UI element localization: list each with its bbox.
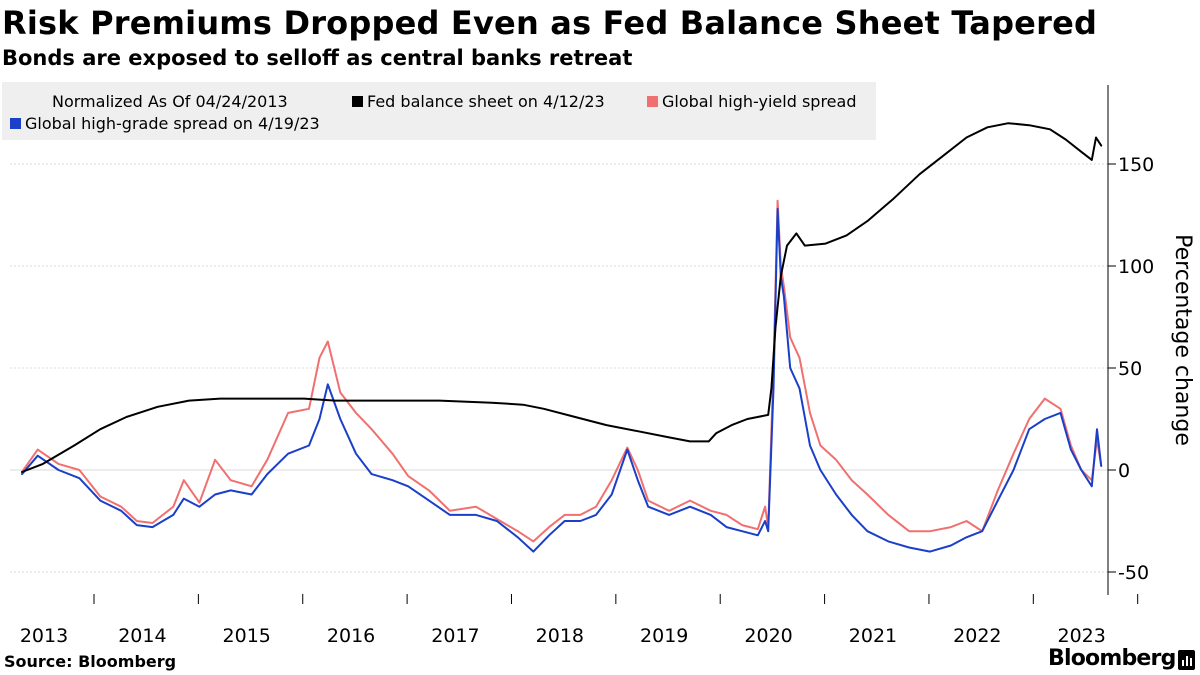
y-axis-label: Percentage change (1170, 234, 1195, 446)
legend-item-high-grade: Global high-grade spread on 4/19/23 (10, 114, 320, 133)
x-tick-label: 2016 (327, 625, 375, 647)
x-tick-label: 2019 (640, 625, 688, 647)
bloomberg-logo: Bloomberg (1048, 646, 1176, 671)
chart-title: Risk Premiums Dropped Even as Fed Balanc… (2, 4, 1098, 42)
y-tick-label: 100 (1118, 256, 1154, 278)
legend-swatch-icon (10, 118, 21, 129)
x-tick-label: 2014 (118, 625, 166, 647)
legend: Normalized As Of 04/24/2013 Fed balance … (2, 82, 876, 140)
x-tick-label: 2013 (20, 625, 68, 647)
legend-note-text: Normalized As Of 04/24/2013 (52, 92, 288, 111)
x-tick-label: 2020 (744, 625, 792, 647)
x-tick-label: 2018 (536, 625, 584, 647)
legend-note: Normalized As Of 04/24/2013 (52, 92, 288, 111)
y-tick-label: 0 (1118, 460, 1130, 482)
x-tick-label: 2021 (849, 625, 897, 647)
legend-item-label: Global high-yield spread (662, 92, 857, 111)
legend-swatch-icon (647, 96, 658, 107)
legend-item-high-yield: Global high-yield spread (647, 92, 856, 111)
x-tick-label: 2017 (431, 625, 479, 647)
y-tick-label: -50 (1118, 562, 1149, 584)
legend-item-label: Fed balance sheet on 4/12/23 (367, 92, 605, 111)
legend-item-label: Global high-grade spread on 4/19/23 (25, 114, 320, 133)
bloomberg-mark-icon (1178, 650, 1195, 670)
x-tick-label: 2015 (223, 625, 271, 647)
source-note: Source: Bloomberg (4, 652, 177, 671)
chart-subtitle: Bonds are exposed to selloff as central … (2, 46, 633, 70)
y-tick-label: 150 (1118, 154, 1154, 176)
y-tick-label: 50 (1118, 358, 1142, 380)
x-tick-label: 2022 (953, 625, 1001, 647)
legend-swatch-icon (352, 96, 363, 107)
series-line-high-grade (21, 207, 1103, 553)
series-line-fed-balance-sheet (21, 122, 1103, 473)
x-tick-label: 2023 (1058, 625, 1106, 647)
series-line-high-yield (21, 199, 1103, 543)
legend-item-fed-balance-sheet: Fed balance sheet on 4/12/23 (352, 92, 605, 111)
